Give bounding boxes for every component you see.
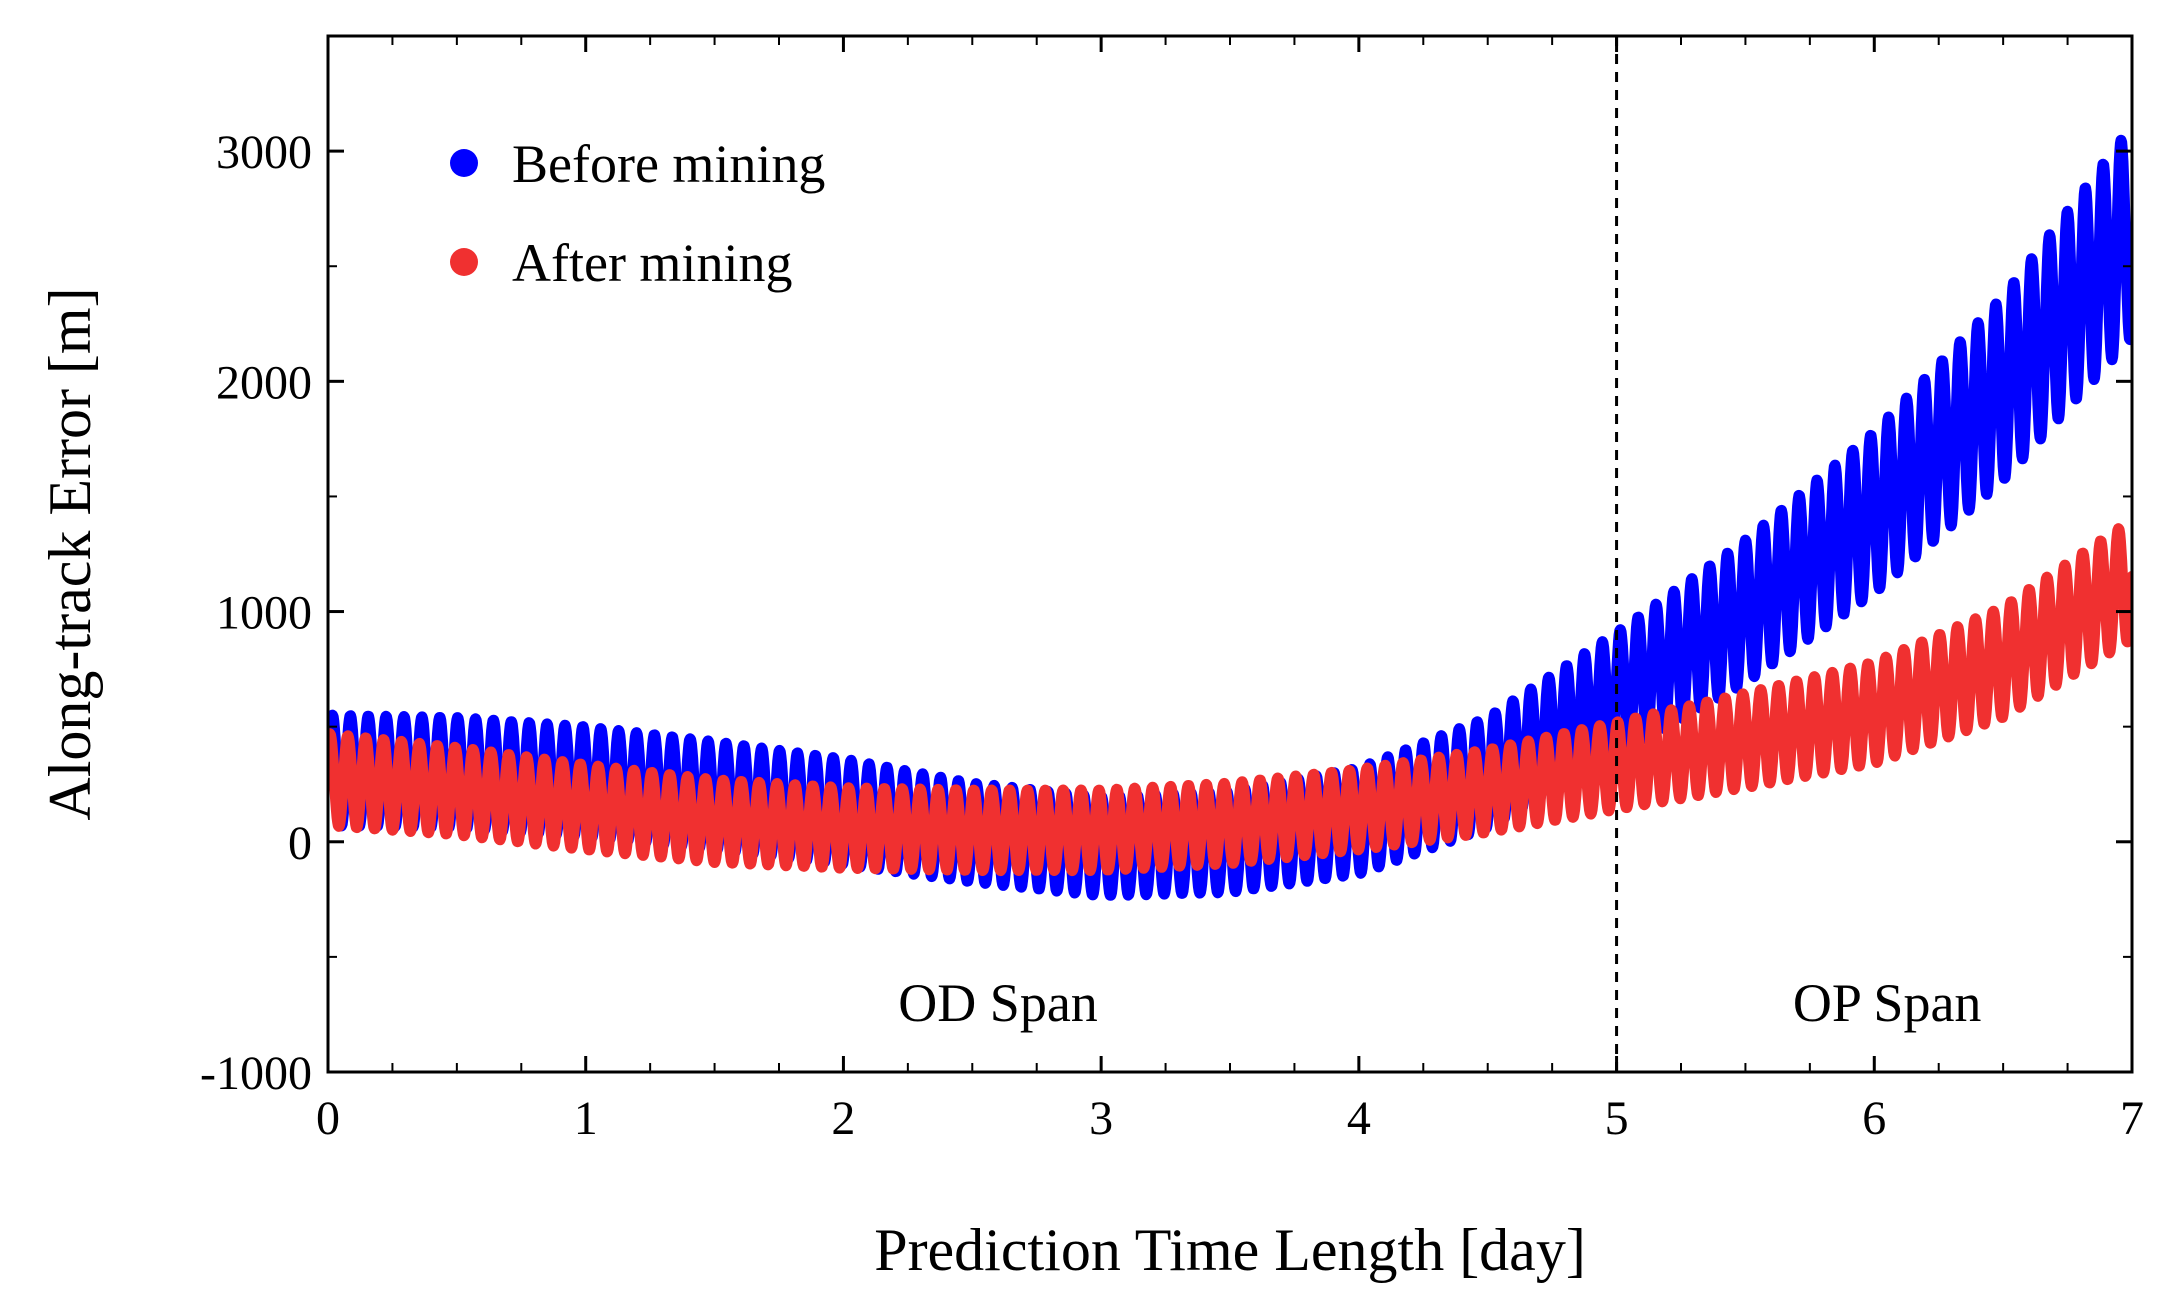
series-after-mining: [328, 523, 2132, 877]
x-tick-label: 5: [1605, 1092, 1629, 1145]
legend-marker-after: [450, 248, 478, 276]
y-tick-label: 0: [288, 817, 312, 870]
x-tick-label: 7: [2120, 1092, 2144, 1145]
series-layer: [328, 134, 2132, 901]
y-tick-label: 3000: [216, 126, 312, 179]
x-tick-label: 4: [1347, 1092, 1371, 1145]
legend-label-after: After mining: [512, 233, 792, 293]
annotation-op-span: OP Span: [1793, 973, 1982, 1033]
y-axis-title: Along-track Error [m]: [37, 287, 103, 820]
x-tick-label: 6: [1862, 1092, 1886, 1145]
y-tick-label: 2000: [216, 356, 312, 409]
x-axis-title: Prediction Time Length [day]: [874, 1217, 1586, 1283]
x-tick-label: 0: [316, 1092, 340, 1145]
annotation-od-span: OD Span: [898, 973, 1098, 1033]
legend-marker-before: [450, 149, 478, 177]
x-tick-label: 1: [574, 1092, 598, 1145]
legend-label-before: Before mining: [512, 134, 825, 194]
legend: Before mining After mining: [450, 134, 825, 293]
x-tick-label: 3: [1089, 1092, 1113, 1145]
x-tick-label: 2: [831, 1092, 855, 1145]
y-tick-label: 1000: [216, 587, 312, 640]
y-tick-label: -1000: [200, 1047, 312, 1100]
